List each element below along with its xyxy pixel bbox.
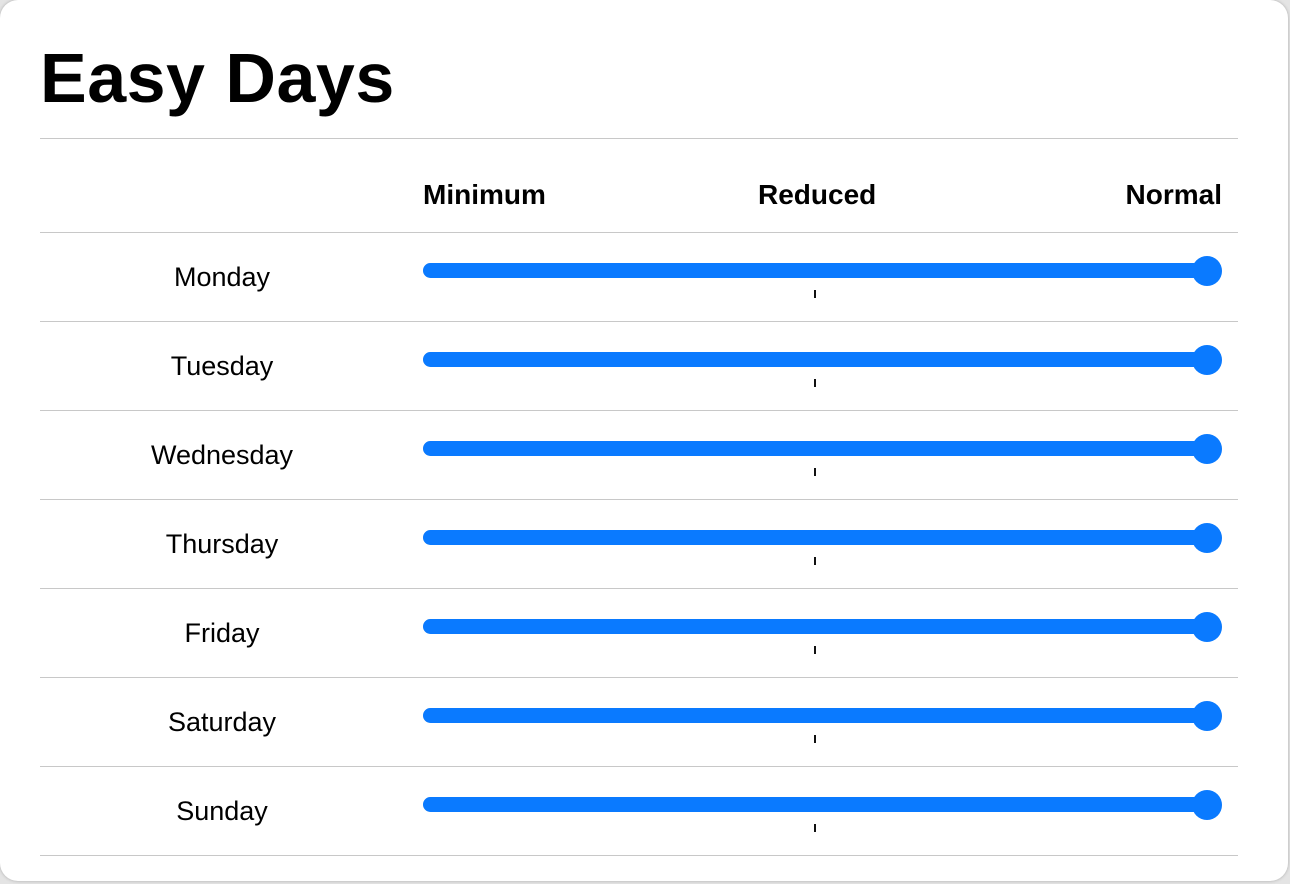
level-slider-friday[interactable] — [423, 612, 1222, 656]
level-slider-tuesday[interactable] — [423, 345, 1222, 389]
slider-tick-reduced — [814, 735, 816, 743]
level-slider-monday[interactable] — [423, 256, 1222, 300]
slider-thumb[interactable] — [1192, 523, 1222, 553]
slider-thumb[interactable] — [1192, 701, 1222, 731]
slider-thumb[interactable] — [1192, 790, 1222, 820]
slider-fill — [423, 530, 1213, 545]
slider-fill — [423, 619, 1213, 634]
day-label: Monday — [173, 262, 271, 292]
slider-fill — [423, 352, 1213, 367]
slider-fill — [423, 708, 1213, 723]
day-label: Friday — [184, 618, 260, 648]
schedule-table: Minimum Reduced Normal Monday Tuesday — [40, 138, 1238, 856]
column-header-normal: Normal — [1125, 179, 1222, 210]
row-thursday: Thursday — [40, 500, 1238, 589]
slider-fill — [423, 797, 1213, 812]
slider-tick-reduced — [814, 468, 816, 476]
level-slider-thursday[interactable] — [423, 523, 1222, 567]
day-label: Saturday — [167, 707, 277, 737]
column-header-row: Minimum Reduced Normal — [40, 138, 1238, 233]
row-monday: Monday — [40, 233, 1238, 322]
row-friday: Friday — [40, 589, 1238, 678]
slider-thumb[interactable] — [1192, 434, 1222, 464]
day-label: Sunday — [176, 796, 268, 826]
level-slider-wednesday[interactable] — [423, 434, 1222, 478]
column-header-reduced: Reduced — [758, 179, 877, 210]
page-title: Easy Days — [40, 39, 395, 117]
slider-thumb[interactable] — [1192, 256, 1222, 286]
level-slider-saturday[interactable] — [423, 701, 1222, 745]
day-label: Thursday — [165, 529, 279, 559]
row-saturday: Saturday — [40, 678, 1238, 767]
row-tuesday: Tuesday — [40, 322, 1238, 411]
slider-thumb[interactable] — [1192, 345, 1222, 375]
slider-tick-reduced — [814, 824, 816, 832]
slider-tick-reduced — [814, 646, 816, 654]
slider-tick-reduced — [814, 379, 816, 387]
slider-fill — [423, 263, 1213, 278]
day-label: Tuesday — [170, 351, 274, 381]
slider-tick-reduced — [814, 557, 816, 565]
slider-fill — [423, 441, 1213, 456]
level-slider-sunday[interactable] — [423, 790, 1222, 834]
slider-thumb[interactable] — [1192, 612, 1222, 642]
row-sunday: Sunday — [40, 767, 1238, 856]
slider-tick-reduced — [814, 290, 816, 298]
row-wednesday: Wednesday — [40, 411, 1238, 500]
column-header-minimum: Minimum — [423, 179, 546, 210]
day-label: Wednesday — [150, 440, 294, 470]
